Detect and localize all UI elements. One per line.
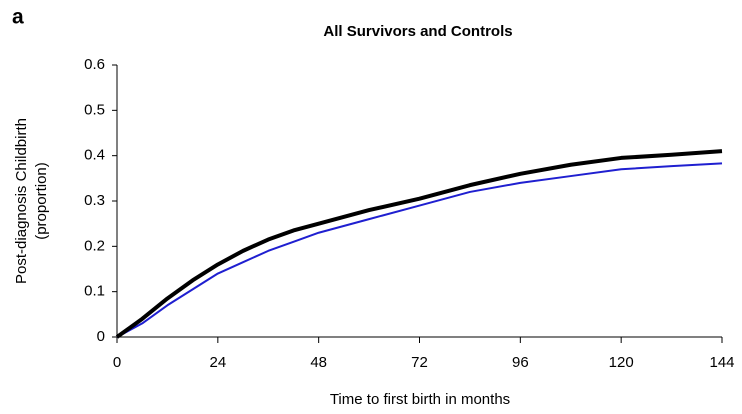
panel-label: a (12, 6, 24, 29)
x-axis-label: Time to first birth in months (330, 391, 510, 408)
x-tick-label: 24 (209, 354, 226, 371)
y-tick-label: 0.1 (84, 283, 105, 300)
x-tick-label: 0 (113, 354, 121, 371)
y-tick-label: 0.6 (84, 56, 105, 73)
line-series (115, 149, 723, 339)
y-tick-label: 0.4 (84, 147, 105, 164)
y-tick-label: 0.3 (84, 192, 105, 209)
y-tick-label: 0.5 (84, 101, 105, 118)
x-tick-label: 48 (310, 354, 327, 371)
x-tick-label: 72 (411, 354, 428, 371)
line-series (116, 162, 723, 338)
y-axis-label: (proportion) (33, 162, 50, 240)
x-tick-label: 96 (512, 354, 529, 371)
y-tick-label: 0.2 (84, 237, 105, 254)
chart-title: All Survivors and Controls (323, 23, 512, 40)
y-axis-label: Post-diagnosis Childbirth (13, 118, 30, 284)
x-tick-label: 144 (709, 354, 734, 371)
y-tick-label: 0 (97, 328, 105, 345)
x-tick-label: 120 (609, 354, 634, 371)
